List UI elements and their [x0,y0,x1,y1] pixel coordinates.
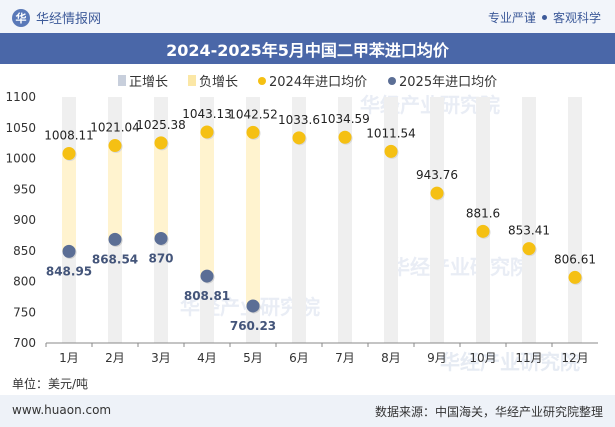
data-label-2024: 943.76 [416,168,458,182]
y-tick-label: 700 [13,336,36,350]
y-tick-label: 1100 [5,90,36,104]
data-label-2024: 1042.52 [228,107,278,121]
point-2024 [476,224,490,238]
point-2024 [62,147,76,161]
brand: 华 华经情报网 [12,8,101,27]
x-tick-label: 6月 [289,351,309,365]
watermark-text: 华经产业研究院 [390,255,530,279]
growth-bar-negative [246,132,260,306]
data-label-2025: 868.54 [92,252,138,266]
data-label-2024: 1011.54 [366,126,416,140]
x-tick-label: 3月 [151,351,171,365]
y-tick-label: 750 [13,305,36,319]
point-2024 [200,125,214,139]
data-label-2025: 870 [148,251,173,265]
background-column [292,97,306,343]
watermark-text: 华经产业研究院 [440,350,580,374]
point-2024 [430,186,444,200]
x-tick-label: 7月 [335,351,355,365]
growth-bar-negative [62,153,76,252]
data-label-2024: 1034.59 [320,112,370,126]
data-label-2024: 853.41 [508,224,550,238]
point-2024 [292,131,306,145]
point-2024 [384,144,398,158]
background-column [384,97,398,343]
background-column [568,97,582,343]
point-2025 [246,299,260,313]
data-label-2024: 1043.13 [182,107,232,121]
point-2025 [62,244,76,258]
background-column [522,97,536,343]
top-bar: 华 华经情报网 专业严谨 客观科学 [0,0,615,33]
point-2024 [246,125,260,139]
chart-title: 2024-2025年5月中国二甲苯进口均价 [0,33,615,64]
x-tick-label: 10月 [469,351,496,365]
point-2024 [108,139,122,153]
point-2025 [154,231,168,245]
background-column [338,97,352,343]
x-tick-label: 9月 [427,351,447,365]
x-tick-label: 4月 [197,351,217,365]
tagline: 专业严谨 客观科学 [488,9,601,26]
footer-source: 数据来源：中国海关，华经产业研究院整理 [374,405,603,419]
y-tick-label: 900 [13,213,36,227]
background-column [476,97,490,343]
growth-bar-negative [200,131,214,277]
footer: www.huaon.com 数据来源：中国海关，华经产业研究院整理 [0,395,615,427]
data-label-2024: 806.61 [554,252,596,266]
data-label-2025: 808.81 [184,289,230,303]
x-tick-label: 8月 [381,351,401,365]
brand-logo-icon: 华 [12,8,30,27]
x-tick-label: 5月 [243,351,263,365]
legend-label: 2025年进口均价 [399,75,497,90]
y-tick-label: 950 [13,182,36,196]
dot-separator-icon [541,15,547,20]
background-column [430,97,444,343]
data-label-2024: 881.6 [466,206,500,220]
legend-swatch-2024 [258,77,266,85]
point-2024 [154,136,168,150]
point-2025 [200,269,214,283]
unit-label: 单位：美元/吨 [12,377,89,391]
data-label-2024: 1008.11 [44,129,94,143]
growth-bar-negative [154,142,168,239]
chart-canvas: 华经产业研究院华经产业研究院华经产业研究院华经产业研究院700750800850… [5,75,598,374]
data-label-2024: 1021.04 [90,121,140,135]
legend-label: 正增长 [129,75,168,90]
y-tick-label: 800 [13,275,36,289]
legend-label: 负增长 [199,75,238,90]
x-tick-label: 1月 [59,351,79,365]
y-tick-label: 1000 [5,152,36,166]
point-2024 [338,130,352,144]
tag-professional: 专业严谨 [487,11,536,25]
point-2024 [522,242,536,256]
data-label-2025: 848.95 [46,264,92,278]
data-label-2024: 1033.6 [278,113,320,127]
x-tick-label: 11月 [515,351,542,365]
legend-swatch-positive [118,75,126,86]
tag-objective: 客观科学 [552,11,601,25]
footer-url[interactable]: www.huaon.com [12,403,112,417]
point-2025 [108,232,122,246]
data-label-2025: 760.23 [230,319,276,333]
data-label-2024: 1025.38 [136,118,186,132]
x-tick-label: 2月 [105,351,125,365]
growth-bar-negative [108,145,122,240]
x-tick-label: 12月 [561,351,588,365]
legend-label: 2024年进口均价 [269,75,367,90]
point-2024 [568,270,582,284]
y-tick-label: 850 [13,244,36,258]
legend-swatch-2025 [388,77,396,85]
y-tick-label: 1050 [5,121,36,135]
legend-swatch-negative [188,75,196,86]
brand-name: 华经情报网 [36,12,102,27]
